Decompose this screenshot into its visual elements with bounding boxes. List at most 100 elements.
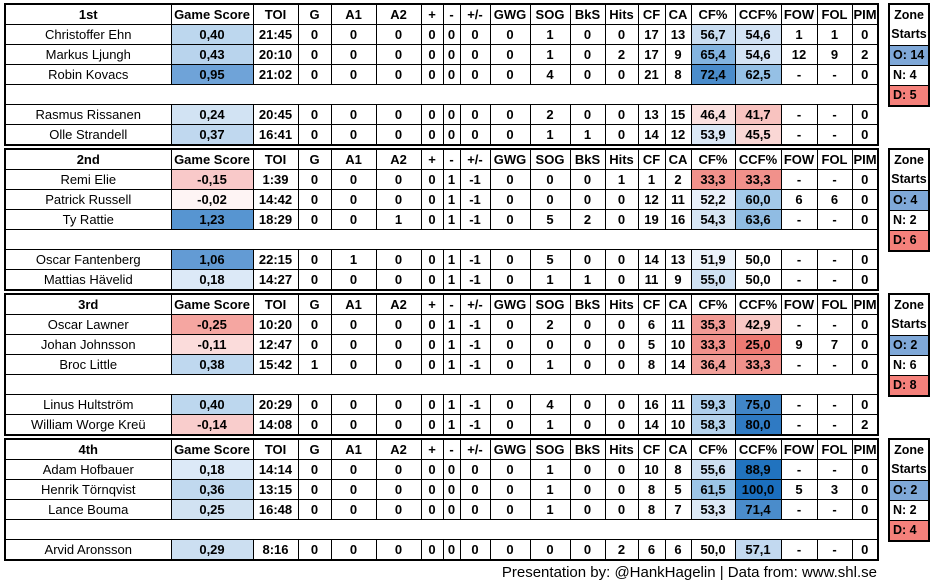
stat-plus-minus: -1	[459, 394, 491, 415]
player-name: Robin Kovacs	[4, 64, 172, 85]
stat-minus: 1	[442, 394, 461, 415]
stat-cf: 6	[637, 539, 666, 561]
stat-bks: 0	[569, 479, 606, 500]
stat-a1: 1	[330, 249, 377, 270]
stat-plus: 0	[420, 269, 444, 291]
stat-hits: 0	[604, 354, 639, 375]
stat-fol: -	[816, 394, 853, 415]
stat-game-score: 0,36	[170, 479, 254, 500]
col-header-sog: SOG	[529, 293, 571, 315]
stat-plus-minus: 0	[459, 539, 491, 561]
stat-fol: 1	[816, 24, 853, 45]
line-groups-container: 1st Game Score TOI G A1 A2 + - +/- GWG SOG BkS Hits C…	[4, 3, 930, 561]
line-group-3rd: 3rd Game Score TOI G A1 A2 + - +/- GWG SOG BkS Hits C…	[4, 293, 930, 436]
stat-minus: 1	[442, 334, 461, 355]
stat-fow: -	[780, 104, 818, 125]
col-header-fow: FOW	[780, 148, 818, 170]
stat-fol: -	[816, 354, 853, 375]
stat-game-score: 0,29	[170, 539, 254, 561]
stat-a2: 0	[375, 269, 422, 291]
stat-gwg: 0	[489, 539, 531, 561]
stat-gwg: 0	[489, 169, 531, 190]
stat-sog: 1	[529, 44, 571, 65]
stat-hits: 0	[604, 459, 639, 480]
zone-start-defensive: D: 4	[890, 521, 928, 540]
stat-pim: 0	[851, 479, 879, 500]
stat-cf-pct: 54,3	[690, 209, 736, 230]
stat-cf-pct: 58,3	[690, 414, 736, 436]
stat-ccf-pct: 75,0	[734, 394, 782, 415]
stat-sog: 1	[529, 459, 571, 480]
stat-plus-minus: -1	[459, 249, 491, 270]
stat-fol: -	[816, 209, 853, 230]
player-name: Broc Little	[4, 354, 172, 375]
zone-start-offensive: O: 14	[890, 46, 928, 66]
stat-game-score: 0,18	[170, 269, 254, 291]
col-header-g: G	[297, 438, 332, 460]
col-header-game-score: Game Score	[170, 438, 254, 460]
col-header-g: G	[297, 3, 332, 25]
stat-fow: 9	[780, 334, 818, 355]
stat-cf: 14	[637, 249, 666, 270]
col-header-gwg: GWG	[489, 438, 531, 460]
stat-sog: 2	[529, 314, 571, 335]
stat-pim: 2	[851, 44, 879, 65]
zone-start-defensive: D: 6	[890, 231, 928, 250]
col-header-sog: SOG	[529, 438, 571, 460]
stat-a1: 0	[330, 169, 377, 190]
stat-plus: 0	[420, 314, 444, 335]
stat-gwg: 0	[489, 64, 531, 85]
player-name: Ty Rattie	[4, 209, 172, 230]
stat-fow: -	[780, 459, 818, 480]
stat-g: 0	[297, 124, 332, 146]
col-header-pim: PIM	[851, 148, 879, 170]
col-header-a1: A1	[330, 3, 377, 25]
stat-minus: 1	[442, 354, 461, 375]
col-header-cf-pct: CF%	[690, 3, 736, 25]
stat-sog: 0	[529, 334, 571, 355]
stat-a1: 0	[330, 124, 377, 146]
stat-g: 0	[297, 269, 332, 291]
stat-bks: 0	[569, 169, 606, 190]
stat-cf-pct: 59,3	[690, 394, 736, 415]
player-name: Patrick Russell	[4, 189, 172, 210]
col-header-minus: -	[442, 293, 461, 315]
stat-a1: 0	[330, 24, 377, 45]
zone-start-offensive: O: 4	[890, 191, 928, 211]
stat-cf: 8	[637, 479, 666, 500]
col-header-sog: SOG	[529, 148, 571, 170]
zone-starts-header-line: Starts	[891, 27, 927, 41]
zone-start-neutral: N: 4	[890, 66, 928, 86]
zone-starts-header-line: Starts	[891, 172, 927, 186]
zone-starts-header: Zone Starts	[890, 440, 928, 481]
stat-bks: 0	[569, 354, 606, 375]
zone-start-neutral: N: 2	[890, 211, 928, 231]
col-header-cf: CF	[637, 293, 666, 315]
player-name: Johan Johnsson	[4, 334, 172, 355]
stat-minus: 0	[442, 44, 461, 65]
stat-a2: 0	[375, 189, 422, 210]
zone-starts-header-line: Zone	[894, 443, 924, 457]
stat-a2: 0	[375, 249, 422, 270]
stat-ccf-pct: 60,0	[734, 189, 782, 210]
stat-ccf-pct: 80,0	[734, 414, 782, 436]
stat-pim: 0	[851, 314, 879, 335]
col-header-a2: A2	[375, 3, 422, 25]
stat-minus: 1	[442, 314, 461, 335]
zone-start-offensive: O: 2	[890, 481, 928, 501]
col-header-plus: +	[420, 3, 444, 25]
zone-starts-header-line: Zone	[894, 298, 924, 312]
col-header-ca: CA	[664, 438, 692, 460]
stat-cf: 19	[637, 209, 666, 230]
stat-pim: 0	[851, 459, 879, 480]
stat-hits: 0	[604, 189, 639, 210]
stat-toi: 20:45	[252, 104, 299, 125]
col-header-plus-minus: +/-	[459, 3, 491, 25]
stat-fol: -	[816, 314, 853, 335]
stat-plus: 0	[420, 124, 444, 146]
zone-starts-box: Zone Starts O: 2 N: 6 D: 8	[888, 293, 930, 397]
stat-pim: 0	[851, 189, 879, 210]
stat-hits: 0	[604, 479, 639, 500]
stat-cf-pct: 61,5	[690, 479, 736, 500]
zone-starts-box: Zone Starts O: 14 N: 4 D: 5	[888, 3, 930, 107]
